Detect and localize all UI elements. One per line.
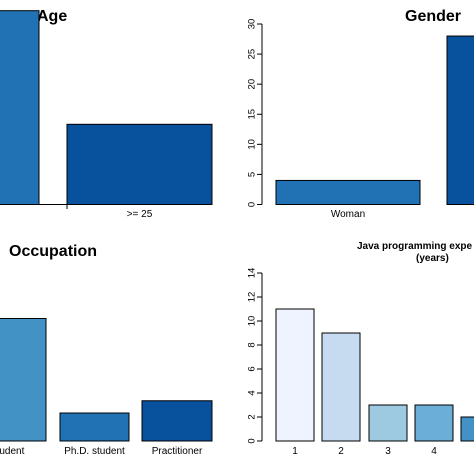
y-tick-label: 15 xyxy=(247,109,258,120)
occupation-chart-title: Occupation xyxy=(9,243,97,260)
category-label: 4 xyxy=(431,446,437,457)
age-chart-title: Age xyxy=(37,8,67,25)
occupation-category-labels: student Ph.D. student Practitioner xyxy=(0,446,203,457)
y-tick-label: 12 xyxy=(247,292,258,303)
category-label: Practitioner xyxy=(152,446,203,457)
bar xyxy=(66,123,213,205)
bar xyxy=(0,10,40,205)
y-tick-label: 0 xyxy=(247,438,258,443)
category-label: 1 xyxy=(292,446,298,457)
y-tick-label: 4 xyxy=(247,390,258,395)
category-label: 2 xyxy=(338,446,344,457)
occupation-chart: Occupation student Ph.D. student Practitio… xyxy=(0,243,213,457)
bar xyxy=(414,404,454,442)
bar xyxy=(59,412,130,442)
bar xyxy=(275,308,315,442)
age-bars xyxy=(0,10,213,205)
java-experience-chart: Java programming expe (years) 0246810121… xyxy=(247,241,474,457)
y-tick-label: 14 xyxy=(247,268,258,279)
java-bars xyxy=(275,308,474,442)
category-label: Ph.D. student xyxy=(64,446,125,457)
y-tick-label: 8 xyxy=(247,342,258,347)
y-tick-label: 25 xyxy=(247,49,258,60)
y-tick-label: 30 xyxy=(247,19,258,30)
category-label: 3 xyxy=(385,446,391,457)
age-chart: Age >= 25 xyxy=(0,8,213,220)
gender-y-axis: 0 5 10 15 20 25 30 xyxy=(247,19,263,207)
gender-bars xyxy=(275,35,474,205)
gender-chart: Gender 0 5 10 15 20 25 30 Woman xyxy=(247,8,474,220)
gender-chart-title: Gender xyxy=(405,8,461,25)
category-label: student xyxy=(0,446,25,457)
y-tick-label: 0 xyxy=(247,202,258,207)
java-chart-title-line2: (years) xyxy=(416,253,449,264)
y-tick-label: 6 xyxy=(247,366,258,371)
y-tick-label: 20 xyxy=(247,79,258,90)
java-y-axis: 0 2 4 6 8 10 12 14 xyxy=(247,268,263,444)
occupation-bars xyxy=(0,318,213,442)
y-tick-label: 5 xyxy=(247,172,258,177)
category-label: >= 25 xyxy=(127,209,153,220)
category-label: Woman xyxy=(331,209,365,220)
bar xyxy=(275,179,421,205)
bar xyxy=(446,35,474,205)
java-category-labels: 1 2 3 4 xyxy=(292,446,437,457)
bar xyxy=(368,404,408,442)
y-tick-label: 10 xyxy=(247,316,258,327)
gender-category-labels: Woman xyxy=(331,209,365,220)
y-tick-label: 2 xyxy=(247,414,258,419)
y-tick-label: 10 xyxy=(247,139,258,150)
java-chart-title-line1: Java programming expe xyxy=(357,241,472,252)
age-category-labels: >= 25 xyxy=(127,209,153,220)
bar xyxy=(0,318,47,442)
bar xyxy=(460,416,474,442)
bar xyxy=(321,332,361,442)
bar xyxy=(141,400,213,442)
